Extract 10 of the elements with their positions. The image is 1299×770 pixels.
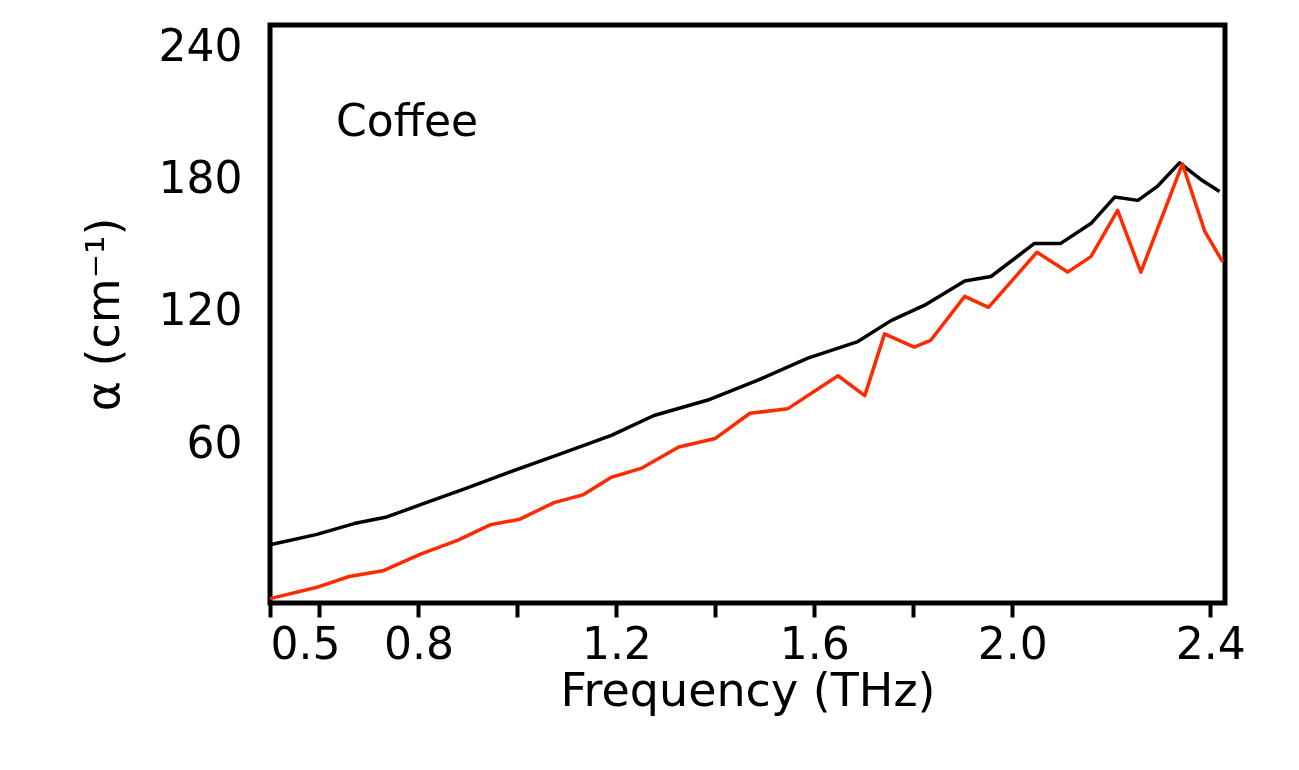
y-tick-label: 240 [158,19,243,71]
x-tick-label: 0.8 [383,617,454,669]
x-tick-label: 2.4 [1175,617,1246,669]
y-axis-title: α (cm⁻¹) [75,217,130,412]
y-tick-label: 60 [186,416,243,468]
y-tick-label: 120 [158,284,243,336]
annotation: Coffee [336,95,479,146]
text: 2.0 [977,617,1048,669]
x-tick-label: 0.5 [270,617,341,669]
y-tick-label: 180 [158,151,243,203]
